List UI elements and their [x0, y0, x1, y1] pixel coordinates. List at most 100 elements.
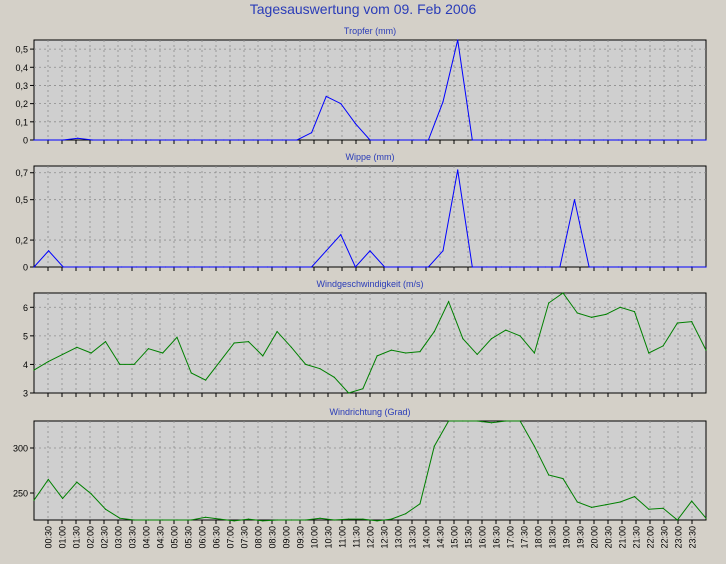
data-point: [591, 506, 593, 508]
data-point: [190, 372, 192, 374]
data-point: [384, 266, 386, 268]
data-point: [33, 369, 35, 371]
data-point: [311, 266, 313, 268]
data-point: [591, 316, 593, 318]
data-point: [91, 139, 93, 141]
data-point: [179, 139, 181, 141]
data-point: [354, 123, 356, 125]
data-point: [605, 313, 607, 315]
data-point: [632, 139, 634, 141]
x-tick-label: 11:00: [338, 526, 348, 548]
data-point: [398, 266, 400, 268]
data-point: [319, 368, 321, 370]
data-point: [390, 349, 392, 351]
data-point: [48, 250, 50, 252]
data-point: [135, 139, 137, 141]
data-point: [427, 139, 429, 141]
data-point: [573, 199, 576, 201]
data-point: [162, 352, 164, 354]
x-tick-label: 14:00: [422, 526, 432, 549]
data-point: [617, 266, 619, 268]
data-point: [106, 139, 108, 141]
x-tick-label: 19:30: [576, 526, 586, 549]
data-point: [533, 445, 536, 447]
data-point: [648, 352, 650, 354]
data-point: [588, 266, 590, 268]
data-point: [588, 139, 590, 141]
data-point: [515, 266, 517, 268]
data-point: [500, 139, 503, 141]
data-point: [690, 266, 693, 268]
data-point: [62, 497, 64, 499]
data-point: [311, 132, 313, 134]
data-point: [76, 481, 78, 483]
data-point: [362, 388, 364, 390]
data-point: [281, 266, 283, 268]
data-point: [603, 266, 605, 268]
data-point: [164, 266, 167, 268]
data-point: [325, 250, 327, 252]
data-point: [290, 519, 292, 521]
y-tick-label: 0,5: [15, 195, 28, 205]
data-point: [648, 508, 650, 510]
data-point: [462, 338, 464, 340]
x-tick-label: 15:30: [464, 526, 474, 549]
data-point: [662, 345, 664, 347]
x-tick-label: 16:30: [492, 526, 502, 549]
x-tick-label: 18:00: [534, 526, 544, 549]
data-point: [448, 420, 450, 422]
data-point: [135, 266, 137, 268]
data-point: [576, 312, 578, 314]
data-point: [519, 335, 521, 337]
data-point: [471, 139, 473, 141]
data-point: [33, 139, 35, 141]
data-point: [296, 266, 298, 268]
data-point: [500, 266, 503, 268]
data-point: [219, 518, 221, 520]
data-point: [147, 519, 149, 521]
data-point: [490, 338, 493, 340]
x-tick-label: 14:30: [436, 526, 446, 549]
x-tick-label: 07:30: [240, 526, 250, 549]
data-point: [164, 139, 167, 141]
panel-title: Windrichtung (Grad): [329, 407, 410, 417]
data-point: [33, 266, 35, 268]
data-point: [633, 496, 636, 498]
x-tick-label: 23:30: [688, 526, 698, 549]
x-tick-label: 20:30: [604, 526, 614, 549]
data-point: [262, 355, 264, 357]
data-point: [505, 329, 507, 331]
data-point: [62, 266, 64, 268]
data-point: [47, 361, 49, 363]
data-point: [427, 266, 429, 268]
data-point: [676, 266, 678, 268]
data-point: [262, 520, 264, 522]
y-tick-label: 300: [13, 444, 28, 454]
x-tick-label: 01:00: [58, 526, 68, 549]
x-tick-label: 06:00: [198, 526, 208, 549]
data-point: [457, 39, 459, 41]
x-tick-label: 03:00: [114, 526, 124, 549]
x-tick-label: 16:00: [478, 526, 488, 549]
x-tick-label: 09:30: [296, 526, 306, 549]
data-point: [333, 519, 335, 521]
x-tick-label: 22:00: [646, 526, 656, 549]
data-point: [662, 507, 664, 509]
data-point: [376, 355, 378, 357]
panel-title: Windgeschwindigkeit (m/s): [316, 279, 423, 289]
data-point: [194, 139, 196, 141]
data-point: [462, 420, 464, 422]
y-tick-label: 0,5: [15, 45, 28, 55]
data-point: [544, 266, 546, 268]
data-point: [340, 234, 342, 236]
x-tick-label: 06:30: [212, 526, 222, 549]
data-point: [76, 346, 78, 348]
x-tick-label: 20:00: [590, 526, 600, 549]
y-tick-label: 3: [23, 389, 28, 399]
data-point: [354, 266, 356, 268]
data-point: [104, 341, 107, 343]
data-point: [223, 266, 225, 268]
data-point: [62, 139, 64, 141]
data-point: [233, 520, 235, 522]
data-point: [490, 422, 493, 424]
